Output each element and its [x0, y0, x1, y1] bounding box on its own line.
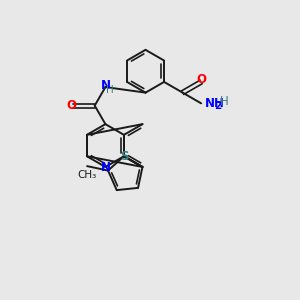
Text: H: H — [220, 95, 228, 108]
Text: S: S — [120, 150, 128, 163]
Text: N: N — [100, 161, 110, 174]
Text: 2: 2 — [214, 101, 222, 111]
Text: NH: NH — [205, 97, 225, 110]
Text: O: O — [196, 74, 206, 86]
Text: CH₃: CH₃ — [77, 170, 97, 180]
Text: N: N — [101, 79, 111, 92]
Text: O: O — [66, 98, 76, 112]
Text: H: H — [106, 85, 114, 95]
